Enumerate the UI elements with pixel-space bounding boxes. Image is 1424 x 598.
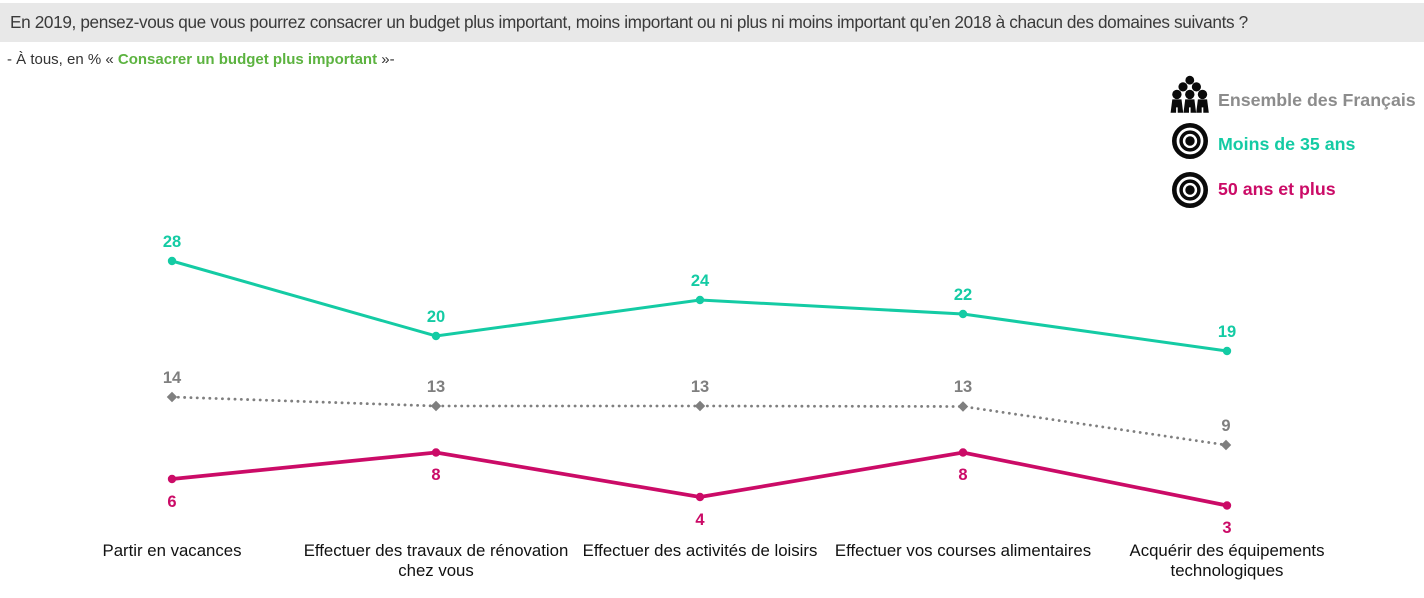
- svg-text:24: 24: [691, 272, 710, 290]
- svg-text:20: 20: [427, 308, 445, 326]
- svg-text:13: 13: [954, 378, 972, 396]
- svg-text:6: 6: [167, 493, 176, 511]
- svg-text:28: 28: [163, 233, 181, 251]
- svg-text:4: 4: [695, 511, 705, 529]
- svg-text:8: 8: [431, 466, 440, 484]
- svg-text:19: 19: [1218, 323, 1236, 341]
- svg-text:3: 3: [1222, 519, 1231, 537]
- svg-text:13: 13: [427, 378, 445, 396]
- svg-text:8: 8: [958, 466, 967, 484]
- svg-text:22: 22: [954, 286, 972, 304]
- svg-text:13: 13: [691, 378, 709, 396]
- svg-text:14: 14: [163, 369, 182, 387]
- svg-text:9: 9: [1221, 417, 1230, 435]
